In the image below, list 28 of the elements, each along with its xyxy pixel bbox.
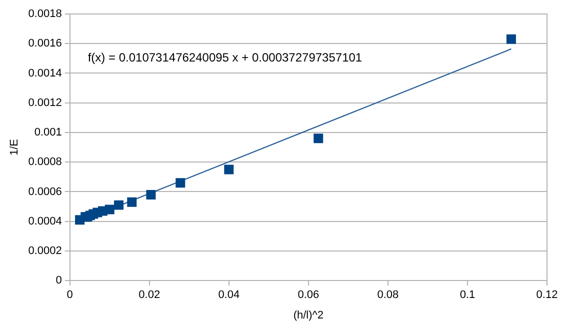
y-tick-label: 0.0002 — [28, 245, 62, 258]
point — [314, 134, 324, 144]
x-axis-title: (h/l)^2 — [293, 309, 324, 322]
x-tick-label: 0.12 — [536, 289, 558, 302]
x-tick-label: 0 — [66, 289, 73, 302]
annotation: f(x) = 0.010731476240095 x + 0.000372797357101 — [88, 50, 362, 64]
point — [506, 34, 516, 44]
y-tick-label: 0.001 — [34, 126, 62, 139]
x-tick-label: 0.02 — [138, 289, 160, 302]
y-tick-label: 0.0014 — [28, 67, 62, 80]
y-tick-label: 0.0016 — [28, 38, 62, 50]
point — [75, 215, 85, 225]
y-axis-title: 1/E — [8, 139, 21, 156]
y-tick-label: 0.0008 — [28, 156, 62, 168]
point — [127, 197, 137, 207]
y-tick-label: 0.0012 — [28, 96, 62, 109]
y-tick-label: 0 — [56, 274, 62, 287]
x-tick-label: 0.06 — [298, 289, 320, 302]
y-tick-label: 0.0018 — [28, 8, 62, 20]
point — [224, 164, 234, 174]
x-tick-label: 0.04 — [218, 289, 240, 302]
y-tick-label: 0.0004 — [28, 215, 62, 228]
x-tick-label: 0.1 — [460, 289, 476, 302]
point — [176, 178, 186, 188]
point — [146, 190, 156, 200]
point — [114, 200, 124, 210]
y-tick-label: 0.0006 — [28, 186, 62, 198]
x-tick-label: 0.08 — [377, 289, 399, 302]
